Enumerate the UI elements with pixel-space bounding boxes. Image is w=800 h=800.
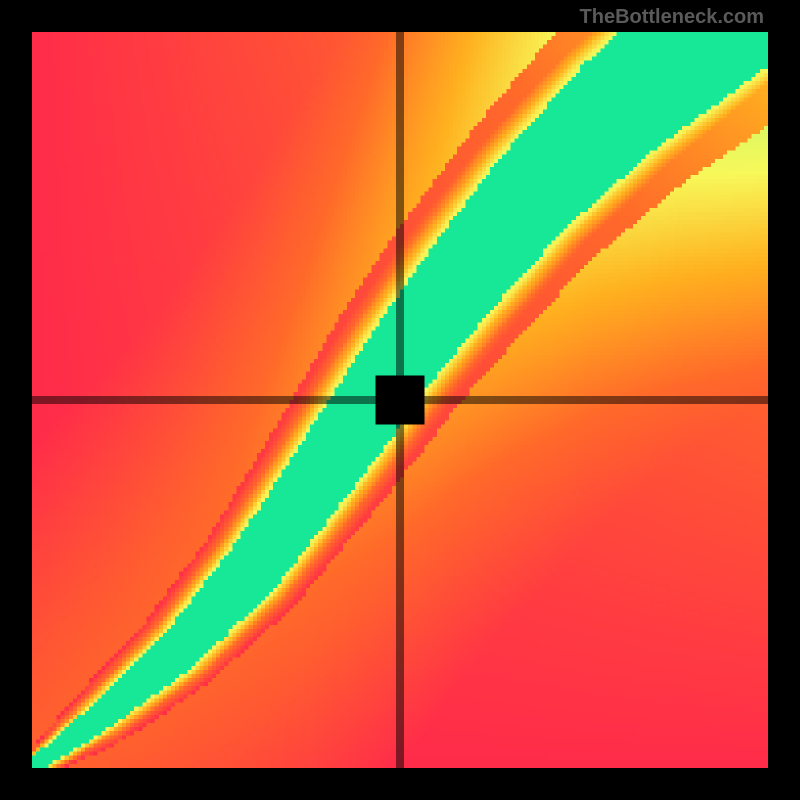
watermark-text: TheBottleneck.com [580,6,764,29]
heatmap-plot [32,32,768,768]
chart-container: TheBottleneck.com [0,0,800,800]
